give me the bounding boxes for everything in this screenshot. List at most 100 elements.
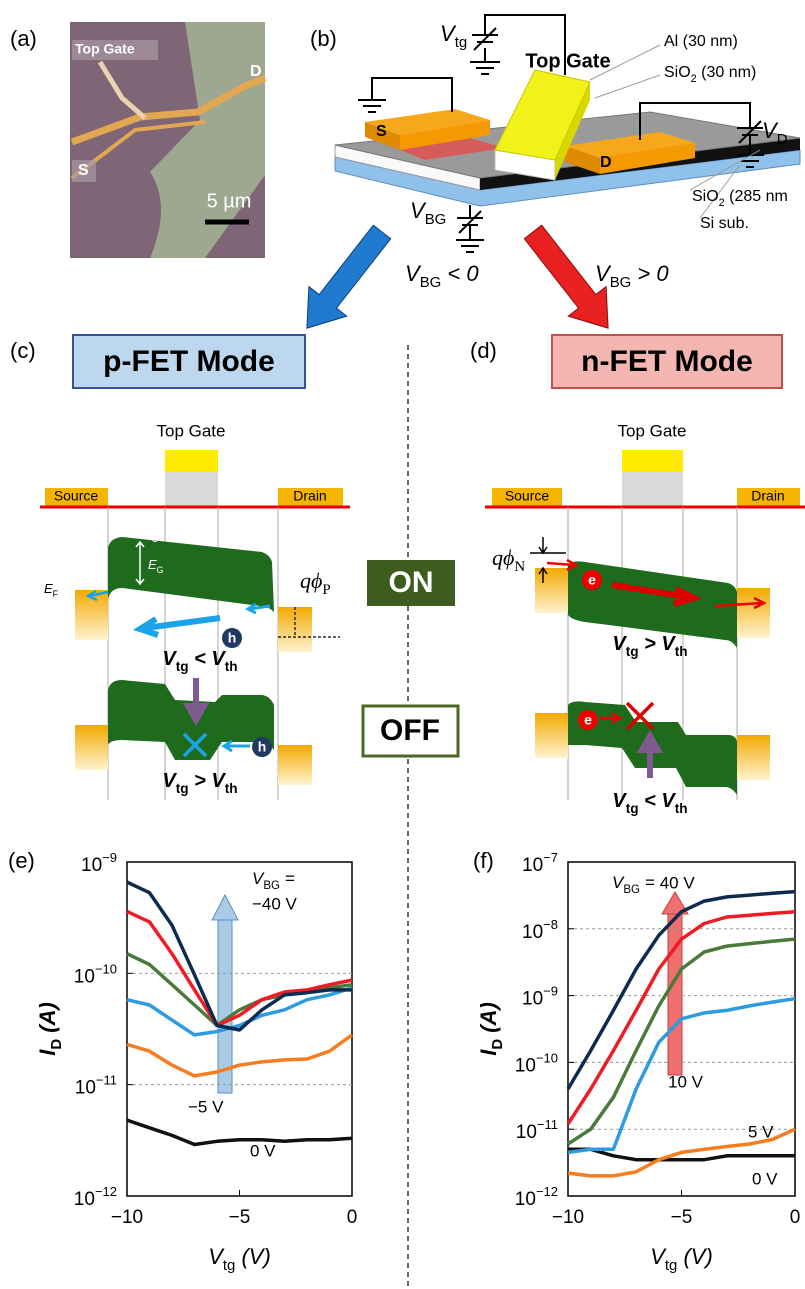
text-part: > V [189, 770, 227, 792]
label: VBG = [252, 869, 295, 892]
subscript: D [489, 1039, 506, 1050]
subscript: tg [223, 1257, 235, 1274]
label: Vtg (V) [208, 1244, 271, 1275]
subscript: V [152, 601, 158, 611]
label: ID (A) [35, 1002, 66, 1056]
label: 5 µm [207, 190, 252, 212]
metal-band [737, 588, 770, 638]
label: n-FET Mode [581, 345, 753, 378]
label: Vtg (V) [650, 1244, 713, 1275]
chart: 10−1210−1110−1010−910−810−7−10−50(f)ID (… [473, 848, 800, 1275]
label: h [228, 630, 237, 646]
y-tick-label: 10−9 [522, 984, 558, 1010]
y-tick-label: 10−7 [522, 850, 558, 876]
subscript: tg [665, 1257, 677, 1274]
subscript: th [675, 801, 688, 816]
gate-oxide [622, 472, 683, 507]
text-part: > V [639, 633, 677, 655]
label: Al (30 nm) [664, 33, 738, 50]
subscript: BG [425, 211, 447, 228]
subscript: D [777, 131, 788, 148]
x-tick-label: −10 [552, 1207, 584, 1228]
tick-base: 10 [81, 855, 102, 876]
arrow-body [668, 912, 682, 1075]
label: VBG = [612, 873, 655, 896]
label: (d) [470, 338, 497, 363]
label: (a) [10, 26, 37, 51]
y-tick-label: 10−10 [74, 961, 117, 987]
gate-oxide [165, 472, 218, 507]
subscript: tg [176, 781, 189, 796]
text-part: < V [189, 648, 227, 670]
label: Top Gate [618, 421, 687, 440]
metal-band [278, 745, 312, 785]
arrow-shape [288, 217, 401, 343]
x-tick-label: 0 [790, 1207, 801, 1228]
text-part: (A) [476, 1002, 501, 1039]
tick-exponent: −10 [536, 1050, 558, 1065]
label: Vtg > Vth [612, 633, 687, 659]
series-label: 0 V [752, 1169, 778, 1188]
tick-exponent: −11 [537, 1117, 558, 1132]
metal-band [535, 568, 568, 613]
label: EV [143, 593, 158, 611]
backgate-source [456, 205, 484, 252]
series-label: 10 V [668, 1072, 704, 1091]
metal-band [737, 735, 770, 780]
label: Si sub. [700, 215, 749, 232]
subscript: tg [455, 34, 467, 51]
y-tick-label: 10−11 [516, 1117, 558, 1143]
subscript: tg [176, 659, 189, 674]
ground [358, 78, 452, 112]
label: VBG < 0 [405, 261, 479, 292]
subscript: D [48, 1039, 65, 1050]
micrograph [70, 22, 265, 258]
text-part: = [640, 873, 655, 892]
tick-base: 10 [74, 1189, 95, 1210]
tick-base: 10 [75, 1078, 96, 1099]
series-line [127, 882, 352, 1030]
text-part: E [44, 581, 53, 596]
y-tick-label: 10−8 [522, 917, 558, 943]
tick-exponent: −10 [95, 961, 117, 976]
text-part: (285 nm [725, 188, 788, 205]
subscript: G [157, 565, 164, 575]
label: Vtg > Vth [162, 770, 237, 796]
label: Top Gate [525, 50, 610, 72]
series-label: 0 V [250, 1141, 276, 1160]
label: qϕN [492, 545, 525, 575]
text-part: E [143, 526, 152, 541]
text-part: qϕ [492, 545, 514, 570]
subscript: BG [420, 274, 442, 291]
label: S [78, 162, 89, 179]
y-tick-label: 10−10 [515, 1050, 558, 1076]
label: S [376, 123, 387, 140]
label: Source [505, 488, 550, 504]
label: (e) [8, 848, 35, 873]
series-label: 5 V [748, 1122, 774, 1141]
subscript: N [514, 559, 525, 575]
tick-base: 10 [516, 1122, 537, 1143]
subscript: BG [263, 880, 280, 892]
label: e [584, 712, 592, 728]
label: qϕP [300, 568, 331, 598]
tick-exponent: −12 [536, 1184, 558, 1199]
tick-exponent: −9 [543, 984, 558, 999]
text-part: (V) [677, 1244, 712, 1269]
text-part: = [280, 869, 295, 888]
tick-base: 10 [74, 966, 95, 987]
tick-base: 10 [515, 1055, 536, 1076]
y-tick-label: 10−11 [75, 1073, 117, 1099]
tick-exponent: −7 [543, 850, 558, 865]
figure: (a)Top GateDS5 µm(b)VtgTop GateAl (30 nm… [0, 0, 805, 1289]
trend-arrow [212, 895, 238, 1093]
tick-base: 10 [522, 989, 543, 1010]
text-part: E [143, 593, 152, 608]
text-part: < 0 [441, 261, 479, 286]
mode-arrow [288, 217, 401, 343]
y-tick-label: 10−9 [81, 850, 117, 876]
subscript: P [322, 582, 330, 598]
subscript: th [225, 659, 238, 674]
series-label: 40 V [660, 873, 696, 892]
